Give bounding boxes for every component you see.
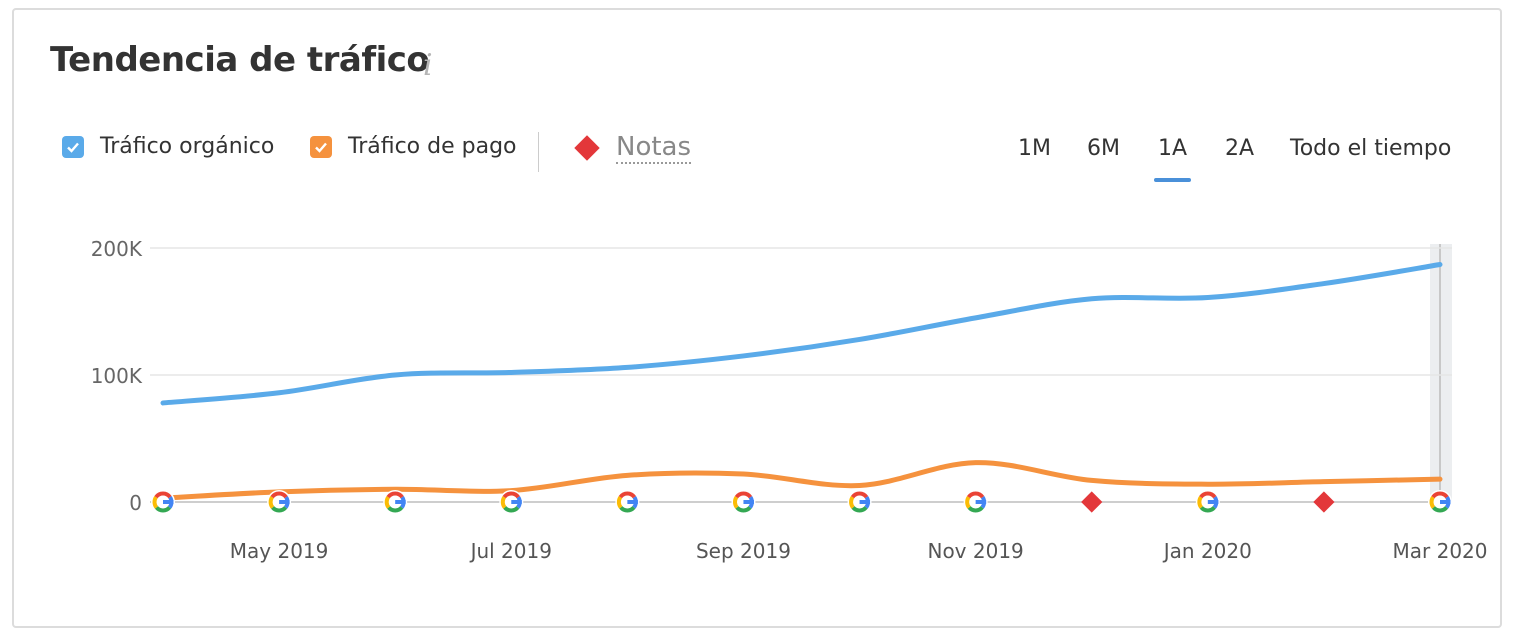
notes-toggle[interactable]: Notas: [572, 132, 692, 164]
legend-organic-label: Tráfico orgánico: [100, 134, 275, 159]
y-tick-label: 200K: [91, 237, 143, 261]
x-tick-label: Sep 2019: [696, 539, 791, 563]
google-update-icon[interactable]: [383, 490, 408, 514]
checkbox-checked-icon[interactable]: [62, 135, 84, 158]
x-tick-label: Jul 2019: [469, 539, 552, 563]
google-update-icon[interactable]: [499, 490, 524, 514]
x-tick-label: Mar 2020: [1393, 539, 1488, 563]
google-update-icon[interactable]: [615, 490, 640, 514]
x-tick-label: Nov 2019: [927, 539, 1023, 563]
y-tick-label: 100K: [91, 364, 143, 388]
info-icon[interactable]: i: [423, 48, 433, 83]
checkbox-checked-icon[interactable]: [310, 135, 332, 158]
google-update-icon[interactable]: [1195, 490, 1220, 514]
traffic-trend-card: [12, 8, 1502, 628]
google-update-icon[interactable]: [963, 490, 988, 514]
note-marker[interactable]: [1081, 491, 1103, 513]
x-tick-label: May 2019: [230, 539, 329, 563]
google-update-icon[interactable]: [151, 490, 175, 514]
google-update-icon[interactable]: [731, 490, 756, 514]
y-tick-label: 0: [129, 491, 142, 515]
google-update-icon[interactable]: [267, 490, 292, 514]
range-all-time[interactable]: Todo el tiempo: [1290, 136, 1452, 161]
legend-paid-label: Tráfico de pago: [348, 134, 517, 159]
organic-traffic-line[interactable]: [160, 262, 1443, 406]
google-update-icon[interactable]: [847, 490, 872, 514]
range-1a[interactable]: 1A: [1153, 136, 1192, 182]
paid-traffic-line[interactable]: [160, 460, 1443, 501]
legend-paid-toggle[interactable]: Tráfico de pago: [310, 134, 517, 159]
range-2a[interactable]: 2A: [1225, 136, 1255, 161]
google-update-icon[interactable]: [1428, 490, 1452, 514]
note-marker[interactable]: [1313, 491, 1335, 513]
range-1m[interactable]: 1M: [1018, 136, 1051, 161]
page-title: Tendencia de tráfico: [50, 40, 430, 80]
legend-organic-toggle[interactable]: Tráfico orgánico: [62, 134, 274, 159]
notes-label[interactable]: Notas: [616, 132, 692, 164]
x-tick-label: Jan 2020: [1162, 539, 1252, 563]
range-6m[interactable]: 6M: [1087, 136, 1120, 161]
legend-divider: [538, 132, 539, 172]
